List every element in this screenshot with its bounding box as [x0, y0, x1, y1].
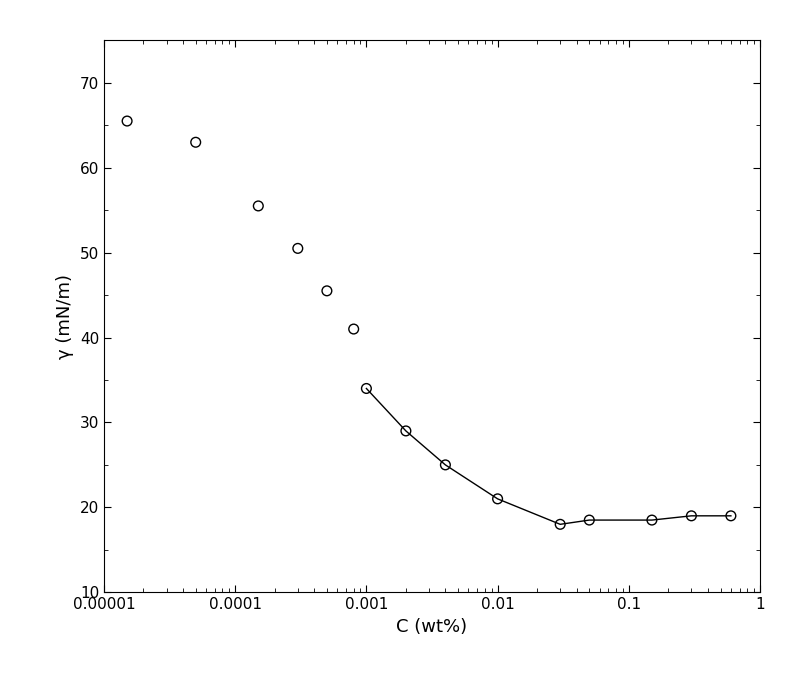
Point [360, 383, 373, 394]
Point [252, 201, 265, 211]
Y-axis label: γ (mN/m): γ (mN/m) [56, 274, 74, 359]
Point [321, 285, 334, 296]
Point [725, 510, 738, 521]
Point [190, 137, 202, 147]
Point [121, 116, 134, 127]
X-axis label: C (wt%): C (wt%) [397, 618, 467, 636]
Point [554, 519, 566, 530]
Point [491, 493, 504, 504]
Point [646, 515, 658, 526]
Point [583, 515, 596, 526]
Point [347, 324, 360, 334]
Point [685, 510, 698, 521]
Point [399, 425, 412, 436]
Point [439, 460, 452, 470]
Point [291, 243, 304, 254]
